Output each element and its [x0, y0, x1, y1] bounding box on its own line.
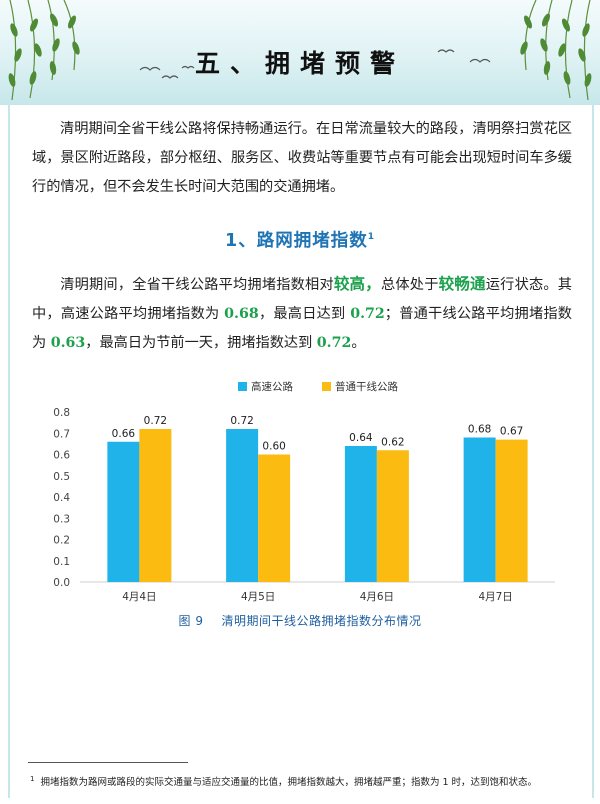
- bar: [107, 441, 140, 582]
- congestion-paragraph: 清明期间，全省干线公路平均拥堵指数相对较高，总体处于较畅通运行状态。其中，高速公…: [32, 270, 572, 358]
- congestion-bar-chart: 高速公路 普通干线公路 0.0 0.1 0.2 0.3 0.4 0.5 0.6 0.7 0.8 0.6…: [53, 380, 555, 603]
- legend-swatch: [238, 382, 247, 391]
- figure-caption-text: 清明期间干线公路拥堵指数分布情况: [221, 614, 422, 628]
- page-frame: [8, 6, 594, 798]
- body-text-5: ；普通干线公路平均拥堵指数为: [32, 306, 572, 351]
- y-tick-label: 0.8: [53, 407, 70, 419]
- value-trunk-max: 0.72: [316, 335, 352, 351]
- body-text-6: ，最高日为节前一天，拥堵指数达到: [85, 335, 317, 351]
- data-label: 0.67: [500, 426, 523, 438]
- data-label: 0.66: [112, 428, 136, 440]
- y-tick-label: 0.3: [53, 513, 70, 525]
- footnote-ref: 1: [367, 232, 375, 243]
- x-tick-label: 4月5日: [241, 591, 275, 603]
- value-trunk-avg: 0.63: [50, 335, 86, 351]
- highlight-smooth: 较畅通: [438, 275, 486, 293]
- value-highway-max: 0.72: [350, 306, 385, 322]
- bar: [463, 437, 496, 582]
- body-text-1: 清明期间，全省干线公路平均拥堵指数相对: [60, 277, 334, 293]
- intro-text: 清明期间全省干线公路将保持畅通运行。在日常流量较大的路段，清明祭扫赏花区域，景区…: [32, 121, 572, 195]
- y-tick-label: 0.0: [53, 577, 70, 589]
- highlight-high: 较高，: [333, 275, 381, 293]
- y-tick-label: 0.4: [53, 492, 70, 504]
- body-text-3: 运行状态。其中，高速公路平均拥堵指数为: [32, 277, 572, 322]
- bar: [344, 446, 377, 582]
- y-tick-label: 0.1: [53, 556, 70, 568]
- willow-decoration: [8, 0, 592, 101]
- bar: [226, 429, 259, 582]
- data-label: 0.72: [230, 415, 253, 427]
- body-text-4: ，最高日达到: [258, 306, 351, 322]
- body-text-7: 。: [351, 335, 366, 351]
- data-label: 0.68: [468, 424, 491, 436]
- y-tick-label: 0.7: [53, 428, 70, 440]
- y-tick-label: 0.6: [53, 450, 70, 462]
- data-label: 0.62: [381, 436, 404, 448]
- x-tick-label: 4月7日: [478, 591, 512, 603]
- footnote: 1 拥堵指数为路网或路段的实际交通量与适应交通量的比值，拥堵指数越大，拥堵越严重；…: [30, 774, 580, 788]
- figure-number: 图 9: [178, 614, 204, 628]
- section-heading: 1、路网拥堵指数1: [0, 227, 600, 252]
- data-label: 0.64: [349, 432, 373, 444]
- data-label: 0.60: [262, 441, 285, 453]
- bar: [495, 439, 528, 582]
- footnote-mark: 1: [30, 774, 35, 783]
- bar: [258, 454, 291, 582]
- y-tick-label: 0.2: [53, 535, 70, 547]
- footnote-text: 拥堵指数为路网或路段的实际交通量与适应交通量的比值，拥堵指数越大，拥堵越严重；指…: [40, 777, 538, 788]
- x-tick-label: 4月6日: [360, 591, 394, 603]
- legend-label: 普通干线公路: [335, 380, 398, 393]
- x-tick-label: 4月4日: [122, 591, 156, 603]
- intro-paragraph: 清明期间全省干线公路将保持畅通运行。在日常流量较大的路段，清明祭扫赏花区域，景区…: [32, 115, 572, 202]
- y-tick-label: 0.5: [53, 471, 70, 483]
- legend-label: 高速公路: [251, 380, 293, 393]
- bar: [139, 429, 172, 582]
- legend-swatch: [322, 382, 331, 391]
- header-banner: 五、拥堵预警: [0, 0, 600, 105]
- footnote-divider: [28, 762, 188, 763]
- section-title: 1、路网拥堵指数: [225, 231, 368, 251]
- body-text-2: 总体处于: [381, 277, 439, 293]
- banner-title: 五、拥堵预警: [194, 49, 405, 78]
- value-highway-avg: 0.68: [224, 306, 259, 322]
- figure-caption: 图 9 清明期间干线公路拥堵指数分布情况: [0, 612, 600, 629]
- bar: [376, 450, 409, 582]
- data-label: 0.72: [144, 415, 167, 427]
